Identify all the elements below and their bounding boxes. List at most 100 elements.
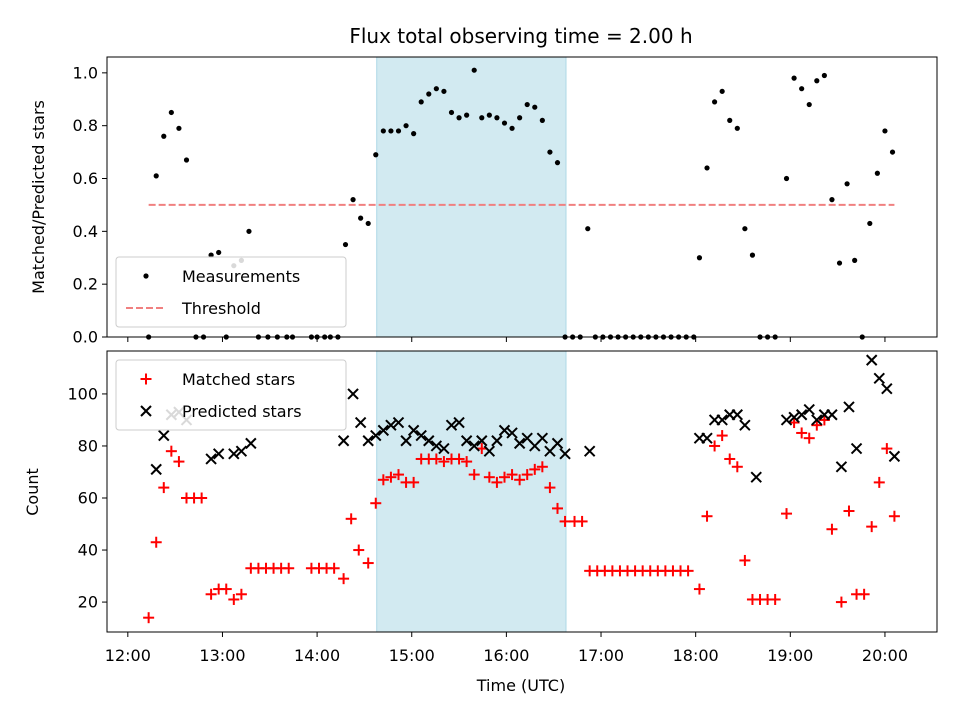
- x-tick-label: 14:00: [294, 646, 340, 665]
- bottom-predicted-stars-point: [212, 448, 225, 460]
- bottom-legend-matched-stars-swatch: [140, 373, 152, 385]
- top-measurements-point: [183, 157, 190, 163]
- top-measurements-point: [539, 117, 545, 123]
- bottom-matched-stars-point: [453, 453, 465, 465]
- bottom-predicted-stars-point: [354, 416, 367, 429]
- top-measurements-point: [711, 99, 718, 105]
- bottom-matched-stars-point: [739, 554, 751, 566]
- bottom-predicted-stars-point: [780, 414, 793, 426]
- top-measurements-point: [426, 91, 432, 97]
- bottom-predicted-stars-point: [881, 383, 893, 395]
- top-measurements-point: [852, 257, 858, 263]
- bottom-matched-stars-point: [682, 565, 694, 577]
- top-measurements-point: [814, 78, 820, 84]
- bottom-plot-area: 20 40 60 80 100 12:00 13:00 14:00 15:00 16:00 17:0…: [67, 350, 938, 665]
- top-measurements-point: [433, 86, 439, 92]
- bottom-predicted-stars-point: [701, 432, 713, 444]
- bottom-predicted-stars-point: [370, 429, 382, 442]
- bottom-matched-stars-point: [888, 510, 900, 522]
- top-measurements-point: [554, 160, 561, 166]
- top-measurements-point: [501, 120, 508, 126]
- bottom-matched-stars-point: [377, 474, 389, 486]
- bottom-legend: Matched stars Predicted stars: [115, 359, 347, 431]
- bottom-predicted-stars-point: [392, 416, 405, 429]
- top-measurements-point: [889, 149, 896, 155]
- x-tick-label: 20:00: [862, 646, 908, 665]
- bottom-matched-stars-point: [835, 596, 847, 608]
- bottom-matched-stars-point: [173, 456, 185, 468]
- bottom-matched-stars-point: [709, 440, 721, 452]
- bottom-matched-stars-point: [544, 482, 556, 494]
- bottom-predicted-stars-point: [483, 445, 496, 457]
- bottom-matched-stars-point: [220, 583, 232, 595]
- top-measurements-point: [734, 125, 740, 131]
- top-measurements-point: [742, 226, 748, 232]
- bottom-legend-box: [115, 359, 347, 431]
- bottom-observing-window: [376, 350, 567, 633]
- bottom-matched-stars-point: [345, 513, 357, 525]
- top-measurements-point: [471, 67, 477, 73]
- top-measurements-point: [806, 101, 812, 108]
- top-measurements-point: [403, 123, 409, 129]
- bottom-matched-stars-point: [328, 562, 340, 574]
- bottom-predicted-stars-point: [795, 409, 808, 421]
- x-axis-label: Time (UTC): [476, 676, 565, 695]
- top-measurements-point: [749, 252, 756, 258]
- bottom-predicted-stars-point: [400, 435, 412, 447]
- bottom-predicted-stars-point: [731, 409, 744, 421]
- top-measurements-point: [524, 101, 530, 108]
- bottom-matched-stars-point: [158, 482, 170, 494]
- top-measurements-point: [464, 112, 470, 118]
- bottom-predicted-stars-point: [476, 435, 488, 447]
- bottom-predicted-stars-point: [407, 424, 420, 437]
- bottom-matched-stars-point: [536, 461, 548, 473]
- top-measurements-point: [532, 104, 538, 110]
- bottom-predicted-stars-point: [438, 442, 450, 455]
- top-legend-measurements-swatch: [143, 273, 149, 279]
- top-plot-area: 0.0 0.2 0.4 0.6 0.8 1.0 Measurements Threshold: [73, 56, 938, 347]
- bottom-predicted-stars-point: [205, 453, 217, 465]
- bottom-matched-stars-point: [150, 536, 162, 548]
- x-tick-label: 18:00: [673, 646, 719, 665]
- top-measurements-point: [494, 115, 500, 121]
- bottom-predicted-stars-point: [498, 424, 511, 437]
- top-legend-measurements-label: Measurements: [182, 267, 300, 286]
- bottom-predicted-stars-point: [811, 414, 823, 426]
- bottom-predicted-stars-point: [716, 414, 728, 426]
- bottom-predicted-stars-point: [385, 419, 397, 431]
- bottom-matched-stars-point: [521, 469, 533, 481]
- bottom-legend-matched-stars-label: Matched stars: [182, 370, 295, 389]
- chart-title: Flux total observing time = 2.00 h: [349, 24, 692, 48]
- top-y-tick-label: 1.0: [73, 63, 98, 82]
- bottom-matched-stars-point: [461, 456, 473, 468]
- bottom-predicted-stars-point: [803, 403, 815, 416]
- bottom-predicted-stars-point: [873, 372, 885, 385]
- bottom-predicted-stars-point: [245, 437, 257, 450]
- top-panel: 0.00.20.40.60.81.0MeasurementsThreshold …: [29, 56, 938, 347]
- bottom-matched-stars-point: [796, 427, 808, 439]
- bottom-matched-stars-point: [235, 588, 247, 600]
- bottom-predicted-stars-point: [347, 388, 359, 400]
- x-tick-label: 16:00: [483, 646, 529, 665]
- bottom-matched-stars-point: [228, 593, 240, 605]
- bottom-predicted-stars-point: [415, 429, 427, 442]
- bottom-matched-stars-point: [873, 476, 885, 488]
- top-y-tick-label: 0.2: [73, 275, 98, 294]
- bottom-legend-predicted-stars-label: Predicted stars: [182, 402, 302, 421]
- top-measurements-point: [418, 99, 424, 105]
- bottom-predicted-stars-point: [513, 437, 526, 450]
- bottom-predicted-stars-point: [826, 409, 838, 421]
- bottom-matched-stars-point: [491, 476, 503, 488]
- bottom-matched-stars-point: [165, 445, 177, 457]
- bottom-matched-stars-point: [881, 443, 893, 455]
- bottom-matched-stars-point: [731, 461, 743, 473]
- bottom-predicted-stars-point: [235, 445, 248, 457]
- bottom-predicted-stars-point: [362, 435, 374, 447]
- top-measurements-point: [216, 249, 222, 256]
- bottom-matched-stars-point: [551, 502, 563, 514]
- bottom-matched-stars-point: [769, 593, 781, 605]
- bottom-matched-stars-point: [506, 469, 518, 481]
- bottom-matched-stars-point: [724, 453, 736, 465]
- bottom-predicted-stars-point: [788, 411, 800, 424]
